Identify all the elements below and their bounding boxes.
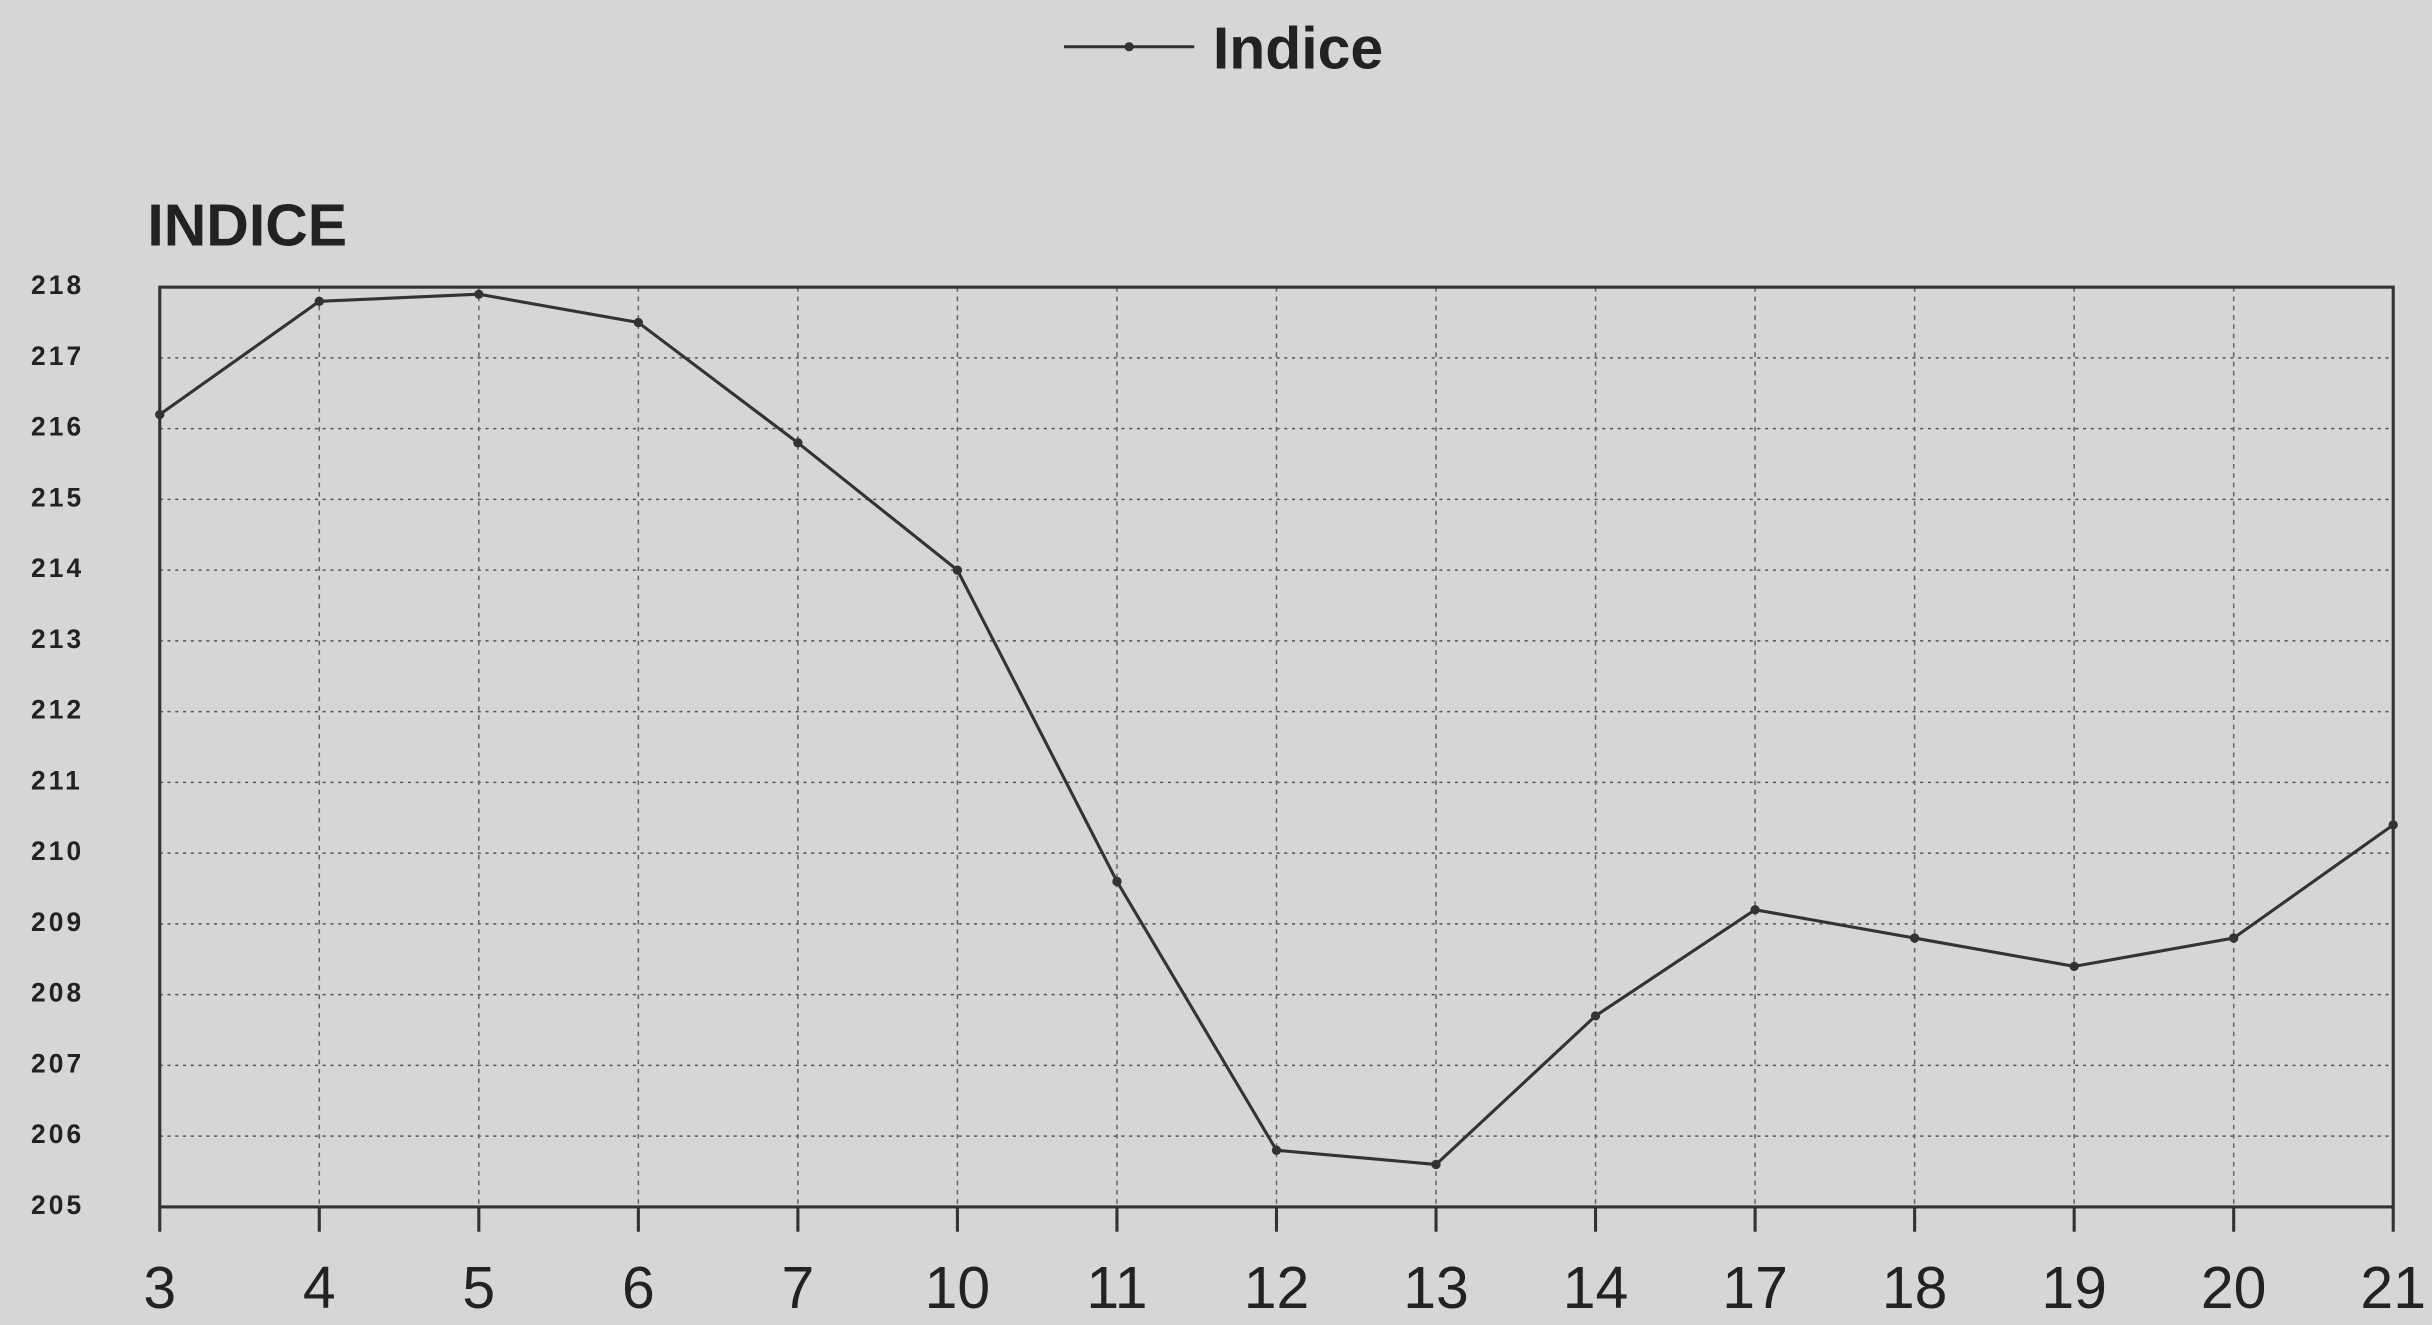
plot-frame xyxy=(158,285,2395,1209)
y-tick-label: 212 xyxy=(31,695,84,725)
x-tick-label: 7 xyxy=(781,1256,814,1321)
data-point xyxy=(474,289,484,299)
data-point xyxy=(1271,1145,1282,1155)
data-point xyxy=(633,317,644,328)
y-tick-label: 206 xyxy=(31,1119,84,1149)
y-tick-label: 207 xyxy=(31,1048,84,1078)
y-tick-label: 209 xyxy=(31,907,84,937)
data-point xyxy=(1590,1011,1601,1021)
y-tick-label: 213 xyxy=(31,624,84,654)
x-tick-label: 12 xyxy=(1244,1256,1310,1321)
data-point xyxy=(2229,933,2239,943)
x-tick-label: 10 xyxy=(925,1256,991,1321)
y-tick-label: 208 xyxy=(31,978,84,1008)
x-tick-label: 14 xyxy=(1563,1256,1629,1321)
data-point xyxy=(1909,933,1920,943)
x-tick-label: 20 xyxy=(2201,1256,2267,1321)
data-point xyxy=(1112,876,1122,887)
x-tick-label: 21 xyxy=(2360,1256,2426,1321)
data-point xyxy=(314,296,324,306)
data-point xyxy=(793,438,803,448)
y-tick-label: 210 xyxy=(31,836,84,866)
data-point xyxy=(1431,1159,1441,1170)
data-point xyxy=(2388,820,2398,830)
legend-marker xyxy=(1124,42,1134,52)
data-point xyxy=(1750,905,1760,915)
x-tick-label: 18 xyxy=(1882,1256,1948,1321)
x-tick-label: 19 xyxy=(2041,1256,2107,1321)
x-tick-label: 11 xyxy=(1086,1256,1147,1321)
y-tick-label: 217 xyxy=(31,341,84,371)
y-tick-label: 215 xyxy=(31,482,84,512)
y-tick-label: 218 xyxy=(31,270,84,300)
x-tick-label: 17 xyxy=(1722,1256,1788,1321)
y-tick-label: 216 xyxy=(31,412,84,442)
y-tick-label: 214 xyxy=(31,553,84,583)
data-point xyxy=(952,565,963,575)
x-tick-label: 13 xyxy=(1403,1256,1469,1321)
x-tick-label: 6 xyxy=(622,1256,655,1321)
legend-label: Indice xyxy=(1213,17,1383,82)
x-tick-label: 5 xyxy=(462,1256,495,1321)
x-tick-label: 4 xyxy=(303,1256,336,1321)
x-tick-label: 3 xyxy=(143,1256,176,1321)
y-tick-label: 205 xyxy=(31,1190,84,1220)
y-tick-label: 211 xyxy=(31,765,83,795)
y-axis-title: INDICE xyxy=(147,193,347,258)
data-point xyxy=(2069,961,2079,972)
data-point xyxy=(155,409,165,420)
